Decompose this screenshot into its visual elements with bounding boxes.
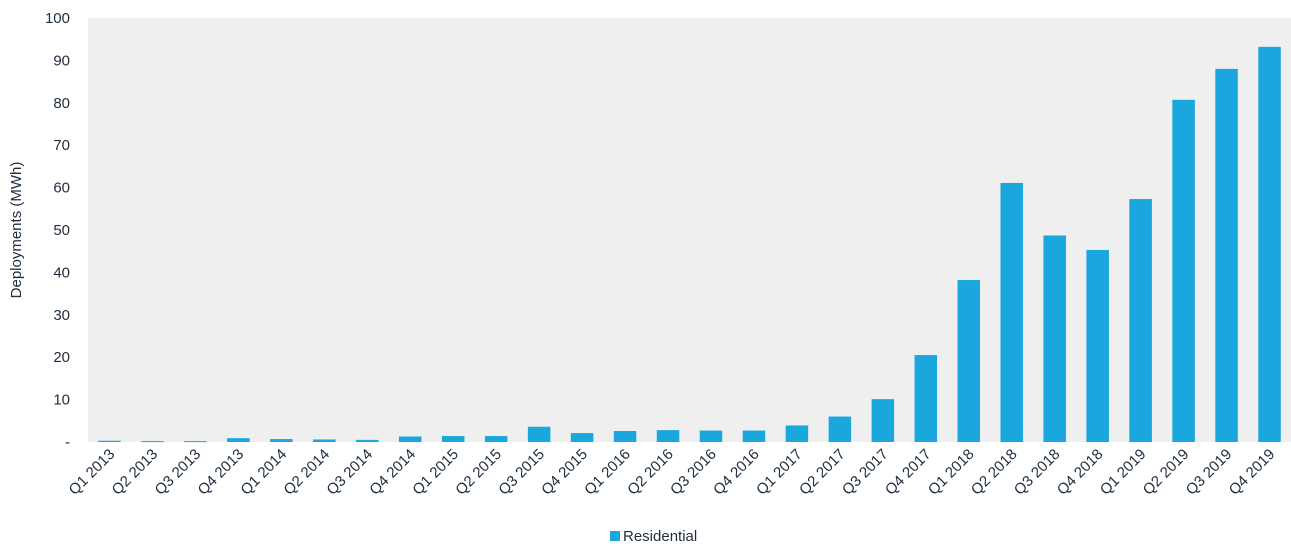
bar — [871, 399, 895, 442]
bar — [914, 355, 938, 442]
x-tick-label: Q2 2015 — [452, 446, 505, 499]
x-tick-label: Q4 2016 — [710, 446, 763, 499]
x-tick-label: Q2 2014 — [280, 446, 333, 499]
y-axis-title: Deployments (MWh) — [8, 162, 25, 299]
x-tick-label: Q3 2019 — [1183, 446, 1236, 499]
bar — [785, 425, 809, 442]
bar — [828, 416, 852, 442]
legend: Residential — [610, 528, 697, 544]
bar — [1258, 46, 1281, 442]
bar — [1043, 235, 1066, 442]
bar — [313, 439, 336, 442]
bar — [699, 430, 723, 442]
y-tick-label: 80 — [53, 95, 70, 112]
plot-area — [88, 18, 1291, 442]
x-tick-label: Q3 2016 — [667, 446, 720, 499]
bar — [270, 439, 293, 442]
bar — [570, 433, 594, 442]
y-tick-label: 70 — [53, 137, 70, 154]
y-axis-ticks: - 10 20 30 40 50 60 70 80 90 100 — [45, 10, 70, 451]
bar-series-residential — [98, 46, 1281, 443]
bar — [742, 430, 766, 442]
y-tick-label: 90 — [53, 52, 70, 69]
x-tick-label: Q4 2013 — [194, 446, 247, 499]
bar — [1172, 99, 1195, 442]
bar — [484, 436, 508, 442]
bar — [1129, 199, 1152, 442]
y-tick-label: 100 — [45, 10, 70, 27]
y-tick-label: 50 — [53, 222, 70, 239]
y-tick-label: 40 — [53, 264, 70, 281]
x-tick-label: Q4 2019 — [1226, 446, 1279, 499]
x-tick-label: Q1 2013 — [66, 446, 119, 499]
y-tick-label: 10 — [53, 392, 70, 409]
x-tick-label: Q1 2015 — [409, 446, 462, 499]
y-tick-label: 30 — [53, 307, 70, 324]
bar — [98, 440, 121, 442]
x-tick-label: Q1 2018 — [925, 446, 978, 499]
x-tick-label: Q3 2014 — [323, 446, 376, 499]
x-tick-label: Q2 2013 — [109, 446, 162, 499]
y-tick-label: 60 — [53, 180, 70, 197]
x-tick-label: Q2 2018 — [968, 446, 1021, 499]
bar — [398, 436, 422, 442]
bar — [1086, 249, 1109, 442]
y-tick-label: 20 — [53, 349, 70, 366]
x-tick-label: Q3 2015 — [495, 446, 548, 499]
x-tick-label: Q1 2016 — [581, 446, 634, 499]
bar — [141, 441, 164, 443]
bar — [1000, 182, 1023, 442]
bar — [1215, 68, 1238, 442]
bar — [613, 430, 637, 442]
x-tick-label: Q4 2018 — [1054, 446, 1107, 499]
x-tick-label: Q1 2017 — [753, 446, 806, 499]
bar — [356, 439, 379, 442]
x-tick-label: Q1 2019 — [1097, 446, 1150, 499]
x-tick-label: Q4 2014 — [366, 446, 419, 499]
y-tick-label: - — [65, 434, 70, 451]
x-tick-label: Q3 2018 — [1011, 446, 1064, 499]
x-tick-label: Q2 2016 — [624, 446, 677, 499]
x-tick-label: Q4 2017 — [882, 446, 935, 499]
bar — [656, 430, 680, 442]
x-tick-label: Q2 2019 — [1140, 446, 1193, 499]
x-tick-label: Q3 2017 — [839, 446, 892, 499]
x-tick-label: Q4 2015 — [538, 446, 591, 499]
bar — [227, 438, 250, 442]
legend-swatch-residential — [610, 531, 620, 541]
bar — [957, 280, 981, 442]
legend-label-residential: Residential — [623, 528, 697, 544]
x-tick-label: Q1 2014 — [237, 446, 290, 499]
bar — [527, 426, 551, 442]
bar — [441, 436, 465, 442]
x-tick-label: Q2 2017 — [796, 446, 849, 499]
bar — [184, 441, 207, 443]
x-tick-label: Q3 2013 — [152, 446, 205, 499]
